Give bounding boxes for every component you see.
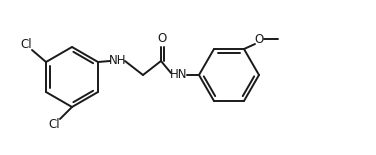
Text: O: O: [254, 33, 264, 46]
Text: O: O: [157, 33, 167, 46]
Text: NH: NH: [109, 55, 127, 67]
Text: Cl: Cl: [48, 117, 60, 131]
Text: Cl: Cl: [20, 38, 32, 51]
Text: HN: HN: [170, 69, 188, 82]
